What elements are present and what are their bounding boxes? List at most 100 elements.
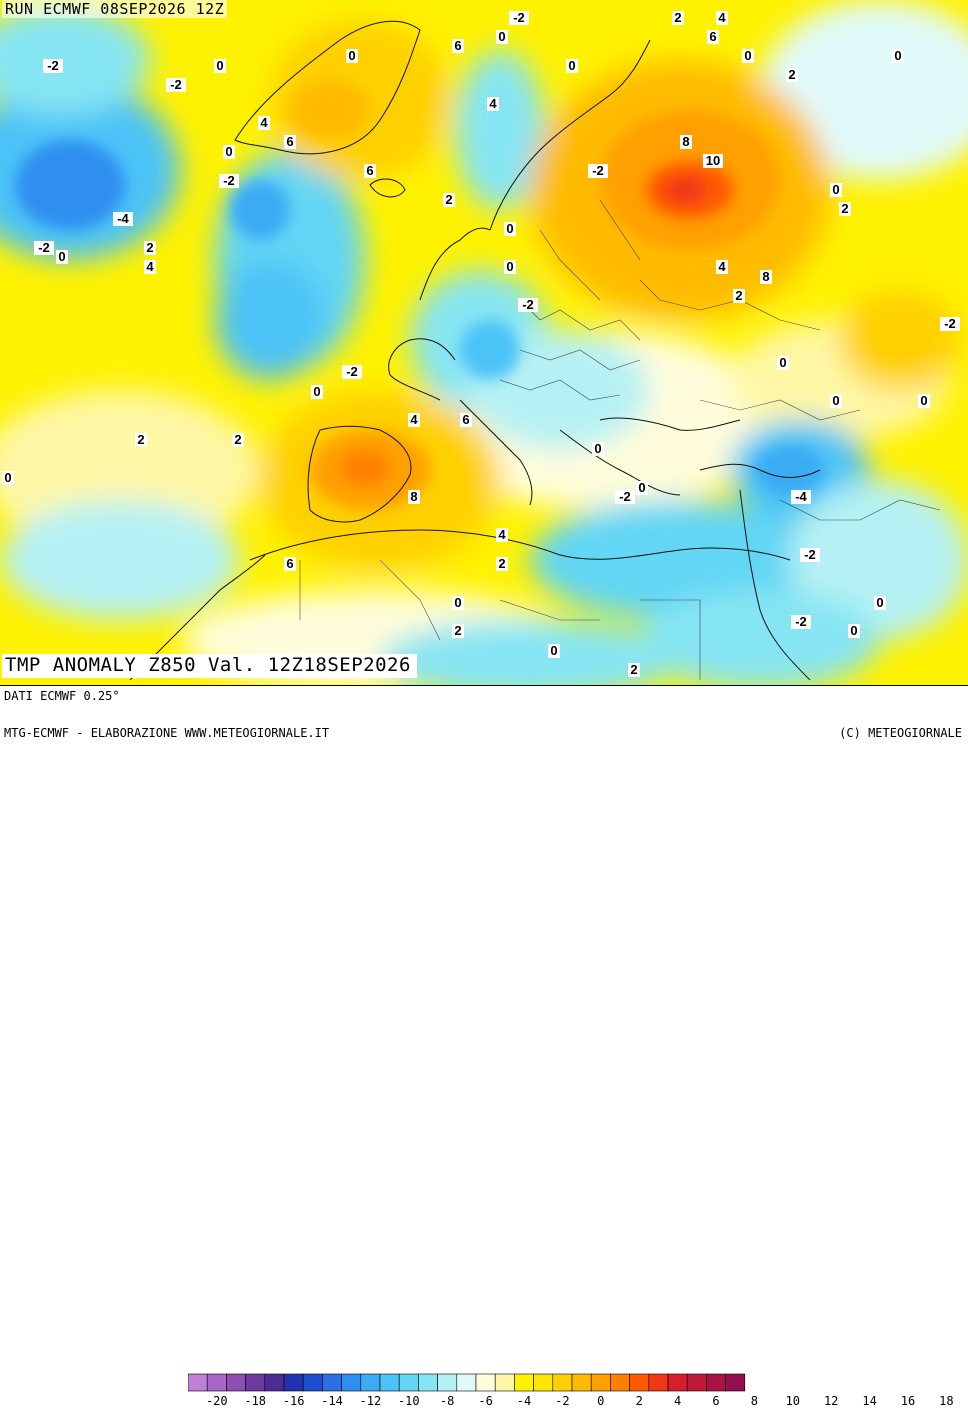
contour-label: 0 <box>832 393 839 408</box>
legend-swatch <box>245 1373 266 1392</box>
legend-tick-label: 8 <box>750 1394 759 1408</box>
legend-swatch <box>398 1373 419 1392</box>
contour-label-bg <box>518 298 538 312</box>
contour-label: 0 <box>225 144 232 159</box>
legend-swatch <box>302 1373 323 1392</box>
contour-label: -2 <box>522 297 534 312</box>
contour-label: 4 <box>146 259 154 274</box>
legend-tick-label: -6 <box>478 1394 493 1408</box>
contour-label: 2 <box>137 432 144 447</box>
legend-tick-label: -14 <box>321 1394 343 1408</box>
legend-swatch <box>571 1373 592 1392</box>
contour-label-bg <box>346 49 358 63</box>
contour-label-bg <box>615 490 635 504</box>
contour-label: 2 <box>630 662 637 677</box>
contour-label-bg <box>443 193 455 207</box>
contour-label: 6 <box>462 412 469 427</box>
legend-tick-label: 10 <box>785 1394 801 1408</box>
contour-label-bg <box>830 183 842 197</box>
contour-label: 2 <box>841 201 848 216</box>
contour-label-bg <box>504 260 516 274</box>
contour-label-bg <box>284 557 296 571</box>
contour-label: 0 <box>779 355 786 370</box>
contour-label-bg <box>703 154 723 168</box>
contour-label: 0 <box>894 48 901 63</box>
legend-swatch <box>629 1373 650 1392</box>
contour-label: 0 <box>313 384 320 399</box>
contour-label-bg <box>800 548 820 562</box>
legend-tick-label: 14 <box>862 1394 877 1408</box>
legend-swatch <box>206 1373 227 1392</box>
contour-label: 2 <box>735 288 742 303</box>
legend-tick-label: 6 <box>712 1394 720 1408</box>
contour-label-bg <box>487 97 499 111</box>
contour-label: -2 <box>223 173 235 188</box>
contour-label-bg <box>452 624 464 638</box>
contour-label: 4 <box>498 527 506 542</box>
contour-label-bg <box>892 49 904 63</box>
contour-label-bg <box>680 135 692 149</box>
contour-label: 0 <box>4 470 11 485</box>
contour-label-bg <box>548 644 560 658</box>
legend-tick-label: 0 <box>597 1394 605 1408</box>
contour-label-bg <box>742 49 754 63</box>
contour-label-bg <box>311 385 323 399</box>
contour-label: 0 <box>506 221 513 236</box>
contour-label: 8 <box>682 134 689 149</box>
legend-swatch <box>648 1373 669 1392</box>
contour-label-bg <box>672 11 684 25</box>
contour-label: 0 <box>498 29 505 44</box>
contour-label: 0 <box>454 595 461 610</box>
contour-label-bg <box>496 30 508 44</box>
legend-colorbar <box>187 1373 746 1392</box>
contour-label: -4 <box>795 489 807 504</box>
legend-swatch <box>187 1373 208 1392</box>
legend-swatch <box>494 1373 515 1392</box>
contour-label: -2 <box>170 77 182 92</box>
contour-label: 6 <box>709 29 716 44</box>
contour-label: -2 <box>47 58 59 73</box>
contour-label-bg <box>452 39 464 53</box>
contour-label-bg <box>839 202 851 216</box>
contour-label-bg <box>628 663 640 677</box>
contour-label-bg <box>791 615 811 629</box>
color-legend: -20 -18 -16 -14 -12 -10 -8 -6 -4 -2 0 2 4 6 8 10 12 14 16 1… <box>187 1373 966 1408</box>
contour-label: 0 <box>216 58 223 73</box>
legend-swatch <box>379 1373 400 1392</box>
contour-label: -2 <box>513 10 525 25</box>
contour-label: 2 <box>146 240 153 255</box>
contour-label-bg <box>874 596 886 610</box>
contour-label: 0 <box>348 48 355 63</box>
legend-swatch <box>706 1373 726 1392</box>
legend-swatch <box>667 1373 688 1392</box>
legend-tick-label: -18 <box>244 1394 267 1408</box>
legend-swatch <box>610 1373 630 1392</box>
credit-text: MTG-ECMWF - ELABORAZIONE WWW.METEOGIORNA… <box>4 726 330 740</box>
legend-swatch <box>418 1373 438 1392</box>
legend-tick-label: -16 <box>282 1394 305 1408</box>
contour-label: 0 <box>744 48 751 63</box>
contour-label-bg <box>636 481 648 495</box>
contour-label: 0 <box>568 58 575 73</box>
contour-label: -2 <box>944 316 956 331</box>
legend-swatch <box>341 1373 362 1392</box>
copyright-text: (C) METEOGIORNALE <box>839 726 962 740</box>
contour-label: 4 <box>718 259 726 274</box>
contour-label: 10 <box>706 153 720 168</box>
contour-label-bg <box>135 433 147 447</box>
legend-tick-label: -2 <box>555 1394 570 1408</box>
contour-label-bg <box>848 624 860 638</box>
legend-tick-label: 16 <box>900 1394 916 1408</box>
footer: DATI ECMWF 0.25° -20 -18 -16 -14 -12 -10 -8 -6-… <box>0 685 968 1408</box>
legend-tick-label: 4 <box>673 1394 682 1408</box>
contour-label: 6 <box>286 556 293 571</box>
legend-swatch <box>590 1373 611 1392</box>
contour-label-bg <box>214 59 226 73</box>
contour-label-bg <box>364 164 376 178</box>
contour-label-bg <box>460 413 472 427</box>
contour-label: -2 <box>619 489 631 504</box>
legend-tick-label: -8 <box>439 1394 455 1408</box>
contour-label-bg <box>707 30 719 44</box>
legend-tick-label: -10 <box>397 1394 420 1408</box>
borders <box>299 199 941 680</box>
